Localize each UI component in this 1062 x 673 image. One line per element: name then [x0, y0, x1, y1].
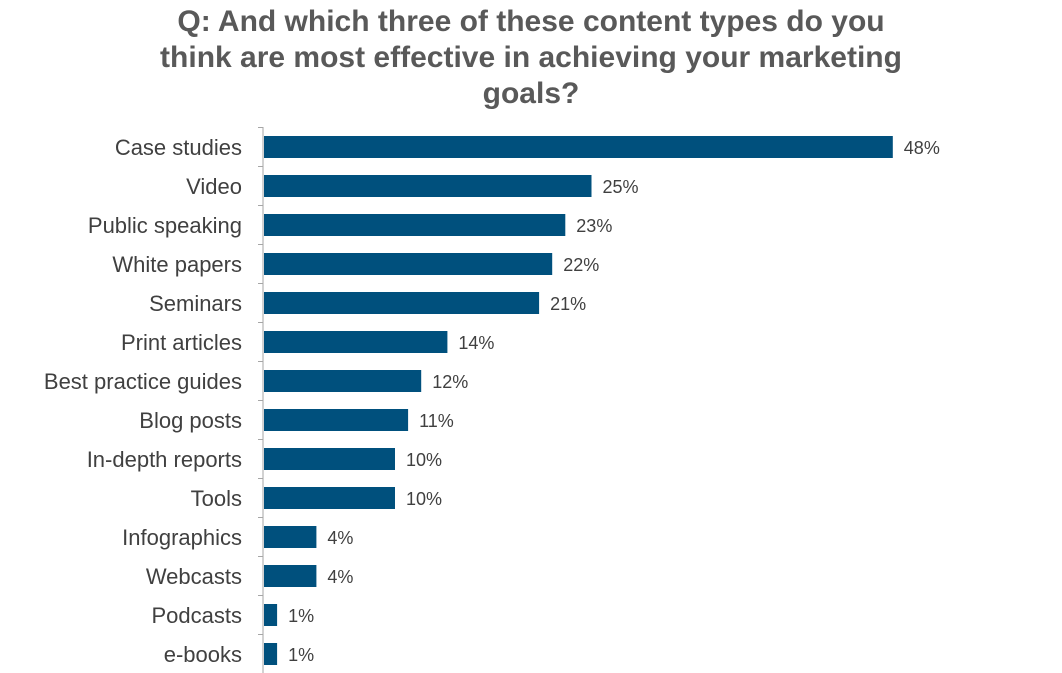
- bar-webcasts: [264, 565, 317, 587]
- bar-infographics: [264, 526, 317, 548]
- bar-video: [264, 175, 592, 197]
- bar-blog-posts: [264, 409, 409, 431]
- bar-case-studies: [264, 136, 893, 158]
- category-label-video: Video: [186, 174, 242, 199]
- category-label-seminars: Seminars: [149, 291, 242, 316]
- value-label-public-speaking: 23%: [576, 216, 612, 236]
- bar-podcasts: [264, 604, 278, 626]
- value-label-infographics: 4%: [327, 528, 353, 548]
- category-label-tools: Tools: [191, 486, 242, 511]
- category-label-print-articles: Print articles: [121, 330, 242, 355]
- category-label-blog-posts: Blog posts: [139, 408, 242, 433]
- bar-seminars: [264, 292, 540, 314]
- bar-public-speaking: [264, 214, 566, 236]
- value-label-video: 25%: [603, 177, 639, 197]
- value-label-blog-posts: 11%: [419, 411, 454, 431]
- value-label-print-articles: 14%: [458, 333, 494, 353]
- value-label-podcasts: 1%: [288, 606, 314, 626]
- bar-white-papers: [264, 253, 553, 275]
- bar-in-depth-reports: [264, 448, 395, 470]
- bar-tools: [264, 487, 395, 509]
- value-label-in-depth-reports: 10%: [406, 450, 442, 470]
- value-label-e-books: 1%: [288, 645, 314, 665]
- category-label-public-speaking: Public speaking: [88, 213, 242, 238]
- bar-best-practice-guides: [264, 370, 422, 392]
- value-label-best-practice-guides: 12%: [432, 372, 468, 392]
- value-label-seminars: 21%: [550, 294, 586, 314]
- chart-title-line-1: Q: And which three of these content type…: [177, 5, 885, 38]
- bars-layer: Case studies 48% Video 25% Public speaking 23…: [44, 127, 940, 667]
- value-label-webcasts: 4%: [327, 567, 353, 587]
- category-label-infographics: Infographics: [122, 525, 242, 550]
- bar-e-books: [264, 643, 278, 665]
- category-label-best-practice-guides: Best practice guides: [44, 369, 242, 394]
- chart-title-line-3: goals?: [482, 77, 580, 110]
- value-label-white-papers: 22%: [563, 255, 599, 275]
- category-label-white-papers: White papers: [112, 252, 242, 277]
- chart-title: Q: And which three of these content type…: [0, 4, 1062, 112]
- chart-title-line-2: think are most effective in achieving yo…: [160, 41, 902, 74]
- bar-print-articles: [264, 331, 448, 353]
- category-label-case-studies: Case studies: [115, 135, 242, 160]
- value-label-tools: 10%: [406, 489, 442, 509]
- category-label-podcasts: Podcasts: [152, 603, 243, 628]
- category-label-in-depth-reports: In-depth reports: [87, 447, 242, 472]
- category-label-e-books: e-books: [164, 642, 242, 667]
- value-label-case-studies: 48%: [904, 138, 940, 158]
- category-label-webcasts: Webcasts: [146, 564, 242, 589]
